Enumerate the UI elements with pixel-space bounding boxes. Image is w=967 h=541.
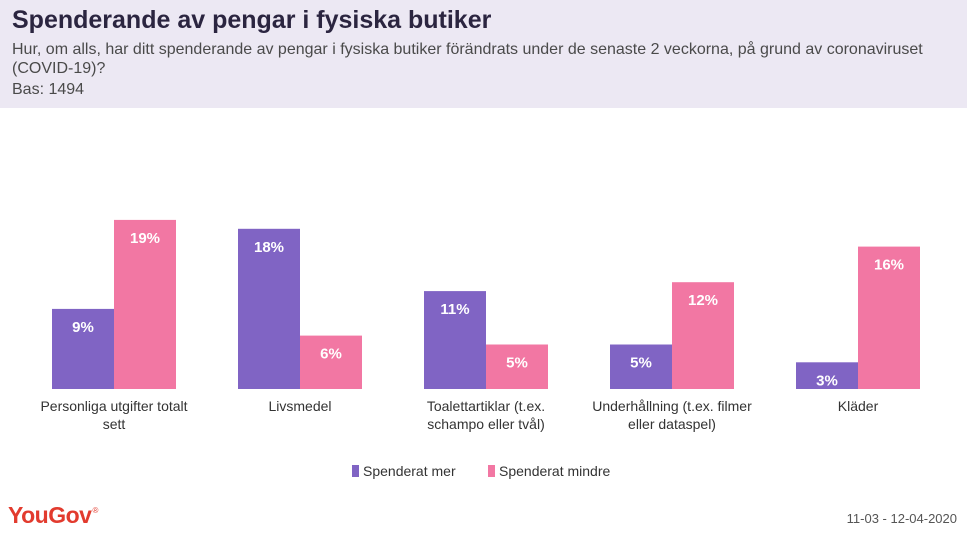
bar-mindre-2 bbox=[486, 344, 548, 389]
date-range: 11-03 - 12-04-2020 bbox=[846, 511, 957, 526]
data-label: 5% bbox=[506, 355, 528, 372]
bar-mindre-0 bbox=[114, 219, 176, 389]
category-label: Livsmedel bbox=[268, 398, 331, 414]
header-band: Spenderande av pengar i fysiska butiker … bbox=[0, 0, 967, 108]
bar-mindre-3 bbox=[672, 282, 734, 389]
category-label: Underhållning (t.ex. filmer bbox=[592, 398, 752, 414]
base-size: Bas: 1494 bbox=[12, 81, 85, 98]
chart-title: Spenderande av pengar i fysiska butiker bbox=[12, 6, 492, 34]
bar-mer-1 bbox=[238, 228, 300, 389]
category-label: eller dataspel) bbox=[628, 416, 716, 432]
bar-mer-4 bbox=[796, 362, 858, 389]
legend-label-mindre: Spenderat mindre bbox=[499, 463, 611, 479]
bar-mer-2 bbox=[424, 291, 486, 389]
category-label: Toalettartiklar (t.ex. bbox=[427, 398, 545, 414]
bar-mindre-1 bbox=[300, 335, 362, 389]
data-label: 11% bbox=[440, 301, 469, 318]
category-label: Kläder bbox=[838, 398, 879, 414]
data-label: 9% bbox=[72, 319, 94, 336]
legend-swatch-mindre bbox=[488, 465, 495, 477]
chart-subtitle: Hur, om alls, har ditt spenderande av pe… bbox=[12, 41, 923, 77]
category-label: sett bbox=[103, 416, 126, 432]
category-label: schampo eller tvål) bbox=[427, 416, 545, 432]
bar-mindre-4 bbox=[858, 246, 920, 389]
data-label: 16% bbox=[874, 257, 904, 274]
data-label: 18% bbox=[254, 239, 284, 256]
yougov-logo: YouGov® bbox=[8, 502, 98, 529]
data-label: 19% bbox=[130, 230, 160, 247]
legend-label-mer: Spenderat mer bbox=[363, 463, 456, 479]
bar-chart: 9% 19% Personliga utgifter totalt sett 18% 6%… bbox=[40, 219, 920, 479]
bar-mer-3 bbox=[610, 344, 672, 389]
data-label: 5% bbox=[630, 355, 652, 372]
category-label: Personliga utgifter totalt bbox=[40, 398, 187, 414]
bar-mer-0 bbox=[52, 308, 114, 389]
logo-registered-mark: ® bbox=[92, 506, 98, 515]
legend-swatch-mer bbox=[352, 465, 359, 477]
data-label: 3% bbox=[816, 372, 838, 389]
data-label: 12% bbox=[688, 292, 718, 309]
data-label: 6% bbox=[320, 346, 342, 363]
logo-text: YouGov bbox=[8, 502, 92, 528]
